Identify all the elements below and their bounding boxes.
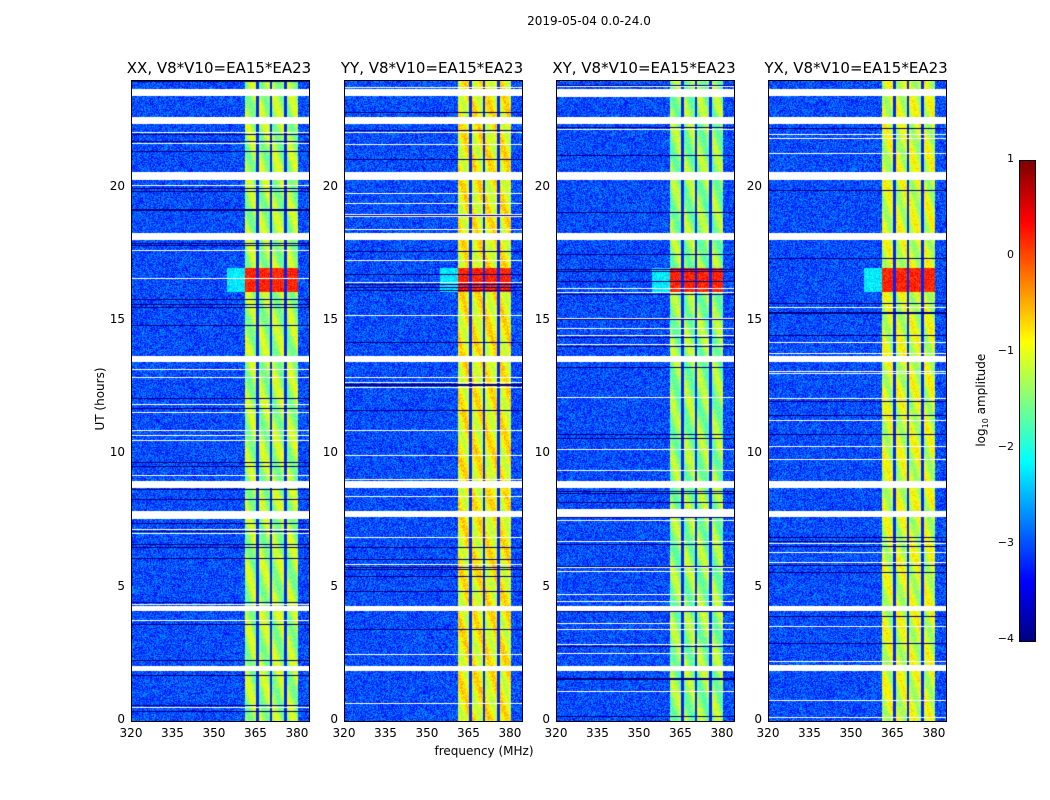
x-tick-label: 335 (161, 726, 184, 740)
panel-title: YX, V8*V10=EA15*EA23 (764, 59, 948, 77)
panel-title: XY, V8*V10=EA15*EA23 (552, 59, 736, 77)
y-tick-label: 15 (534, 312, 550, 326)
y-tick-label: 10 (322, 445, 338, 460)
x-tick-label: 350 (627, 726, 651, 740)
y-tick-label: 5 (330, 578, 338, 593)
y-tick-label: 20 (534, 178, 550, 193)
x-tick-label: 365 (244, 726, 267, 740)
colorbar (1019, 160, 1036, 642)
waterfall-heatmap (769, 81, 946, 721)
x-tick-label: 320 (119, 726, 143, 740)
waterfall-panel-3 (768, 80, 947, 722)
y-tick-label: 0 (117, 712, 125, 726)
x-tick-label: 380 (710, 726, 734, 740)
y-tick-label: 5 (117, 578, 125, 593)
figure-title: 2019-05-04 0.0-24.0 (527, 14, 651, 28)
y-tick-label: 15 (322, 312, 338, 326)
x-tick-label: 380 (922, 726, 946, 740)
y-tick-label: 5 (542, 578, 550, 593)
waterfall-heatmap (345, 81, 522, 721)
x-tick-label: 380 (498, 726, 522, 740)
x-tick-label: 350 (202, 726, 226, 740)
x-tick-label: 335 (374, 726, 397, 740)
waterfall-heatmap (132, 81, 309, 721)
colorbar-tick-label: −1 (997, 344, 1014, 357)
y-tick-label: 15 (746, 312, 762, 326)
x-tick-label: 365 (669, 726, 692, 740)
x-tick-label: 335 (798, 726, 821, 740)
y-tick-label: 10 (534, 445, 550, 460)
x-tick-label: 350 (415, 726, 439, 740)
x-tick-label: 320 (332, 726, 356, 740)
x-tick-label: 350 (839, 726, 863, 740)
x-tick-label: 335 (586, 726, 609, 740)
waterfall-panel-1 (344, 80, 523, 722)
x-tick-label: 320 (544, 726, 568, 740)
y-tick-label: 0 (330, 712, 338, 726)
waterfall-panel-0 (131, 80, 310, 722)
y-tick-label: 20 (109, 178, 125, 193)
x-tick-label: 380 (285, 726, 309, 740)
panel-title: XX, V8*V10=EA15*EA23 (126, 59, 312, 77)
colorbar-tick-label: 1 (1007, 152, 1014, 165)
y-tick-label: 15 (109, 312, 125, 326)
y-axis-label: UT (hours) (93, 367, 107, 431)
colorbar-label: log10 amplitude (973, 353, 991, 447)
colorbar-tick-label: −2 (997, 440, 1014, 453)
panel-title: YY, V8*V10=EA15*EA23 (340, 59, 524, 77)
y-tick-label: 10 (109, 445, 125, 460)
x-tick-label: 365 (881, 726, 904, 740)
x-axis-label: frequency (MHz) (434, 744, 534, 758)
y-tick-label: 10 (746, 445, 762, 460)
y-tick-label: 0 (542, 712, 550, 726)
colorbar-tick-label: −4 (997, 632, 1014, 645)
y-tick-label: 0 (754, 712, 762, 726)
waterfall-panel-2 (556, 80, 735, 722)
x-tick-label: 365 (457, 726, 480, 740)
x-tick-label: 320 (756, 726, 780, 740)
colorbar-tick-label: 0 (1007, 248, 1014, 261)
y-tick-label: 20 (746, 178, 762, 193)
y-tick-label: 5 (754, 578, 762, 593)
y-tick-label: 20 (322, 178, 338, 193)
colorbar-tick-label: −3 (997, 536, 1014, 549)
waterfall-heatmap (557, 81, 734, 721)
